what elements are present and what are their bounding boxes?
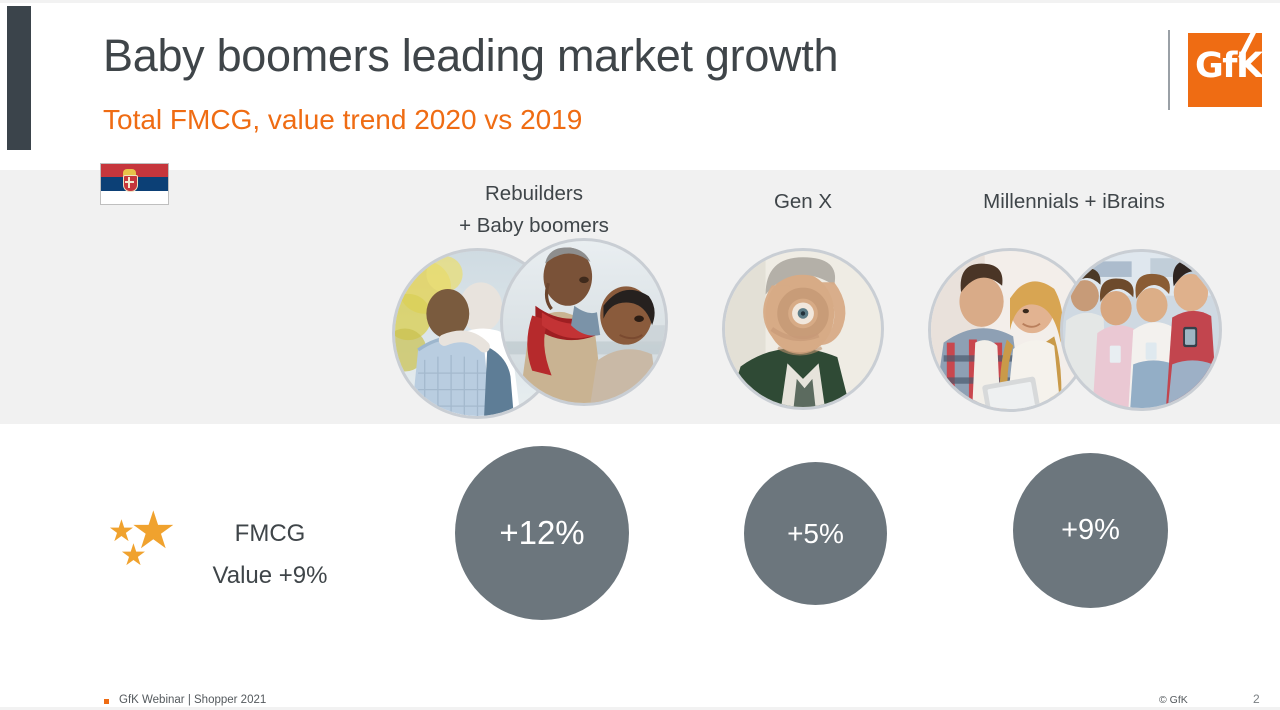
footer-bullet-icon: [104, 699, 109, 704]
flag-stripe-white: [101, 190, 168, 204]
photo-young-couple-with-tablet: [928, 248, 1092, 412]
page-subtitle: Total FMCG, value trend 2020 vs 2019: [103, 104, 583, 135]
group-header-rebuilders-line2: + Baby boomers: [459, 214, 609, 237]
gfk-logo: GfK: [1188, 33, 1262, 107]
group-header-millennials: Millennials + iBrains: [918, 186, 1230, 218]
star-small-bottom-icon: ★: [120, 539, 147, 572]
slide-bottom-edge: [0, 707, 1280, 710]
metric-circle-genx: +5%: [744, 462, 887, 605]
photo-senior-man-red-scarf: [500, 238, 668, 406]
fmcg-summary-label: FMCG Value +9%: [195, 513, 345, 597]
group-header-genx: Gen X: [700, 186, 906, 218]
footer-page-number: 2: [1253, 692, 1260, 706]
metric-circle-millennials: +9%: [1013, 453, 1168, 608]
fmcg-summary-line2: Value +9%: [212, 562, 328, 589]
group-header-rebuilders-line1: Rebuilders: [485, 182, 583, 205]
metric-value-rebuilders: +12%: [499, 514, 585, 551]
flag-coat-of-arms-icon: [121, 169, 138, 195]
photo-man-framing-eye-with-hands: [722, 248, 884, 410]
page-title: Baby boomers leading market growth: [103, 30, 839, 81]
coat-of-arms-cross-horizontal: [125, 180, 134, 183]
group-header-rebuilders: Rebuilders + Baby boomers: [384, 178, 684, 242]
footer-copyright: © GfK: [1159, 694, 1188, 706]
star-small-left-icon: ★: [108, 515, 135, 548]
footer-left-text: GfK Webinar | Shopper 2021: [119, 694, 267, 706]
photo-group-with-phones: [1060, 249, 1222, 411]
metric-value-genx: +5%: [787, 517, 844, 549]
group-header-genx-line1: Gen X: [773, 190, 833, 213]
left-accent-bar: [7, 6, 31, 150]
slide-top-edge: [0, 0, 1280, 3]
gfk-logo-text: GfK: [1195, 46, 1262, 86]
coat-of-arms-shield: [123, 175, 138, 192]
metric-value-millennials: +9%: [1061, 514, 1120, 546]
coat-of-arms-crown: [123, 169, 136, 176]
group-header-millennials-line1: Millennials + iBrains: [983, 190, 1165, 213]
logo-divider: [1168, 30, 1170, 110]
metric-circle-rebuilders: +12%: [455, 446, 629, 620]
serbia-flag-icon: [100, 163, 169, 205]
three-stars-icon: ★ ★ ★: [108, 503, 190, 573]
star-large-icon: ★: [130, 502, 177, 560]
fmcg-summary-line1: FMCG: [234, 520, 306, 547]
